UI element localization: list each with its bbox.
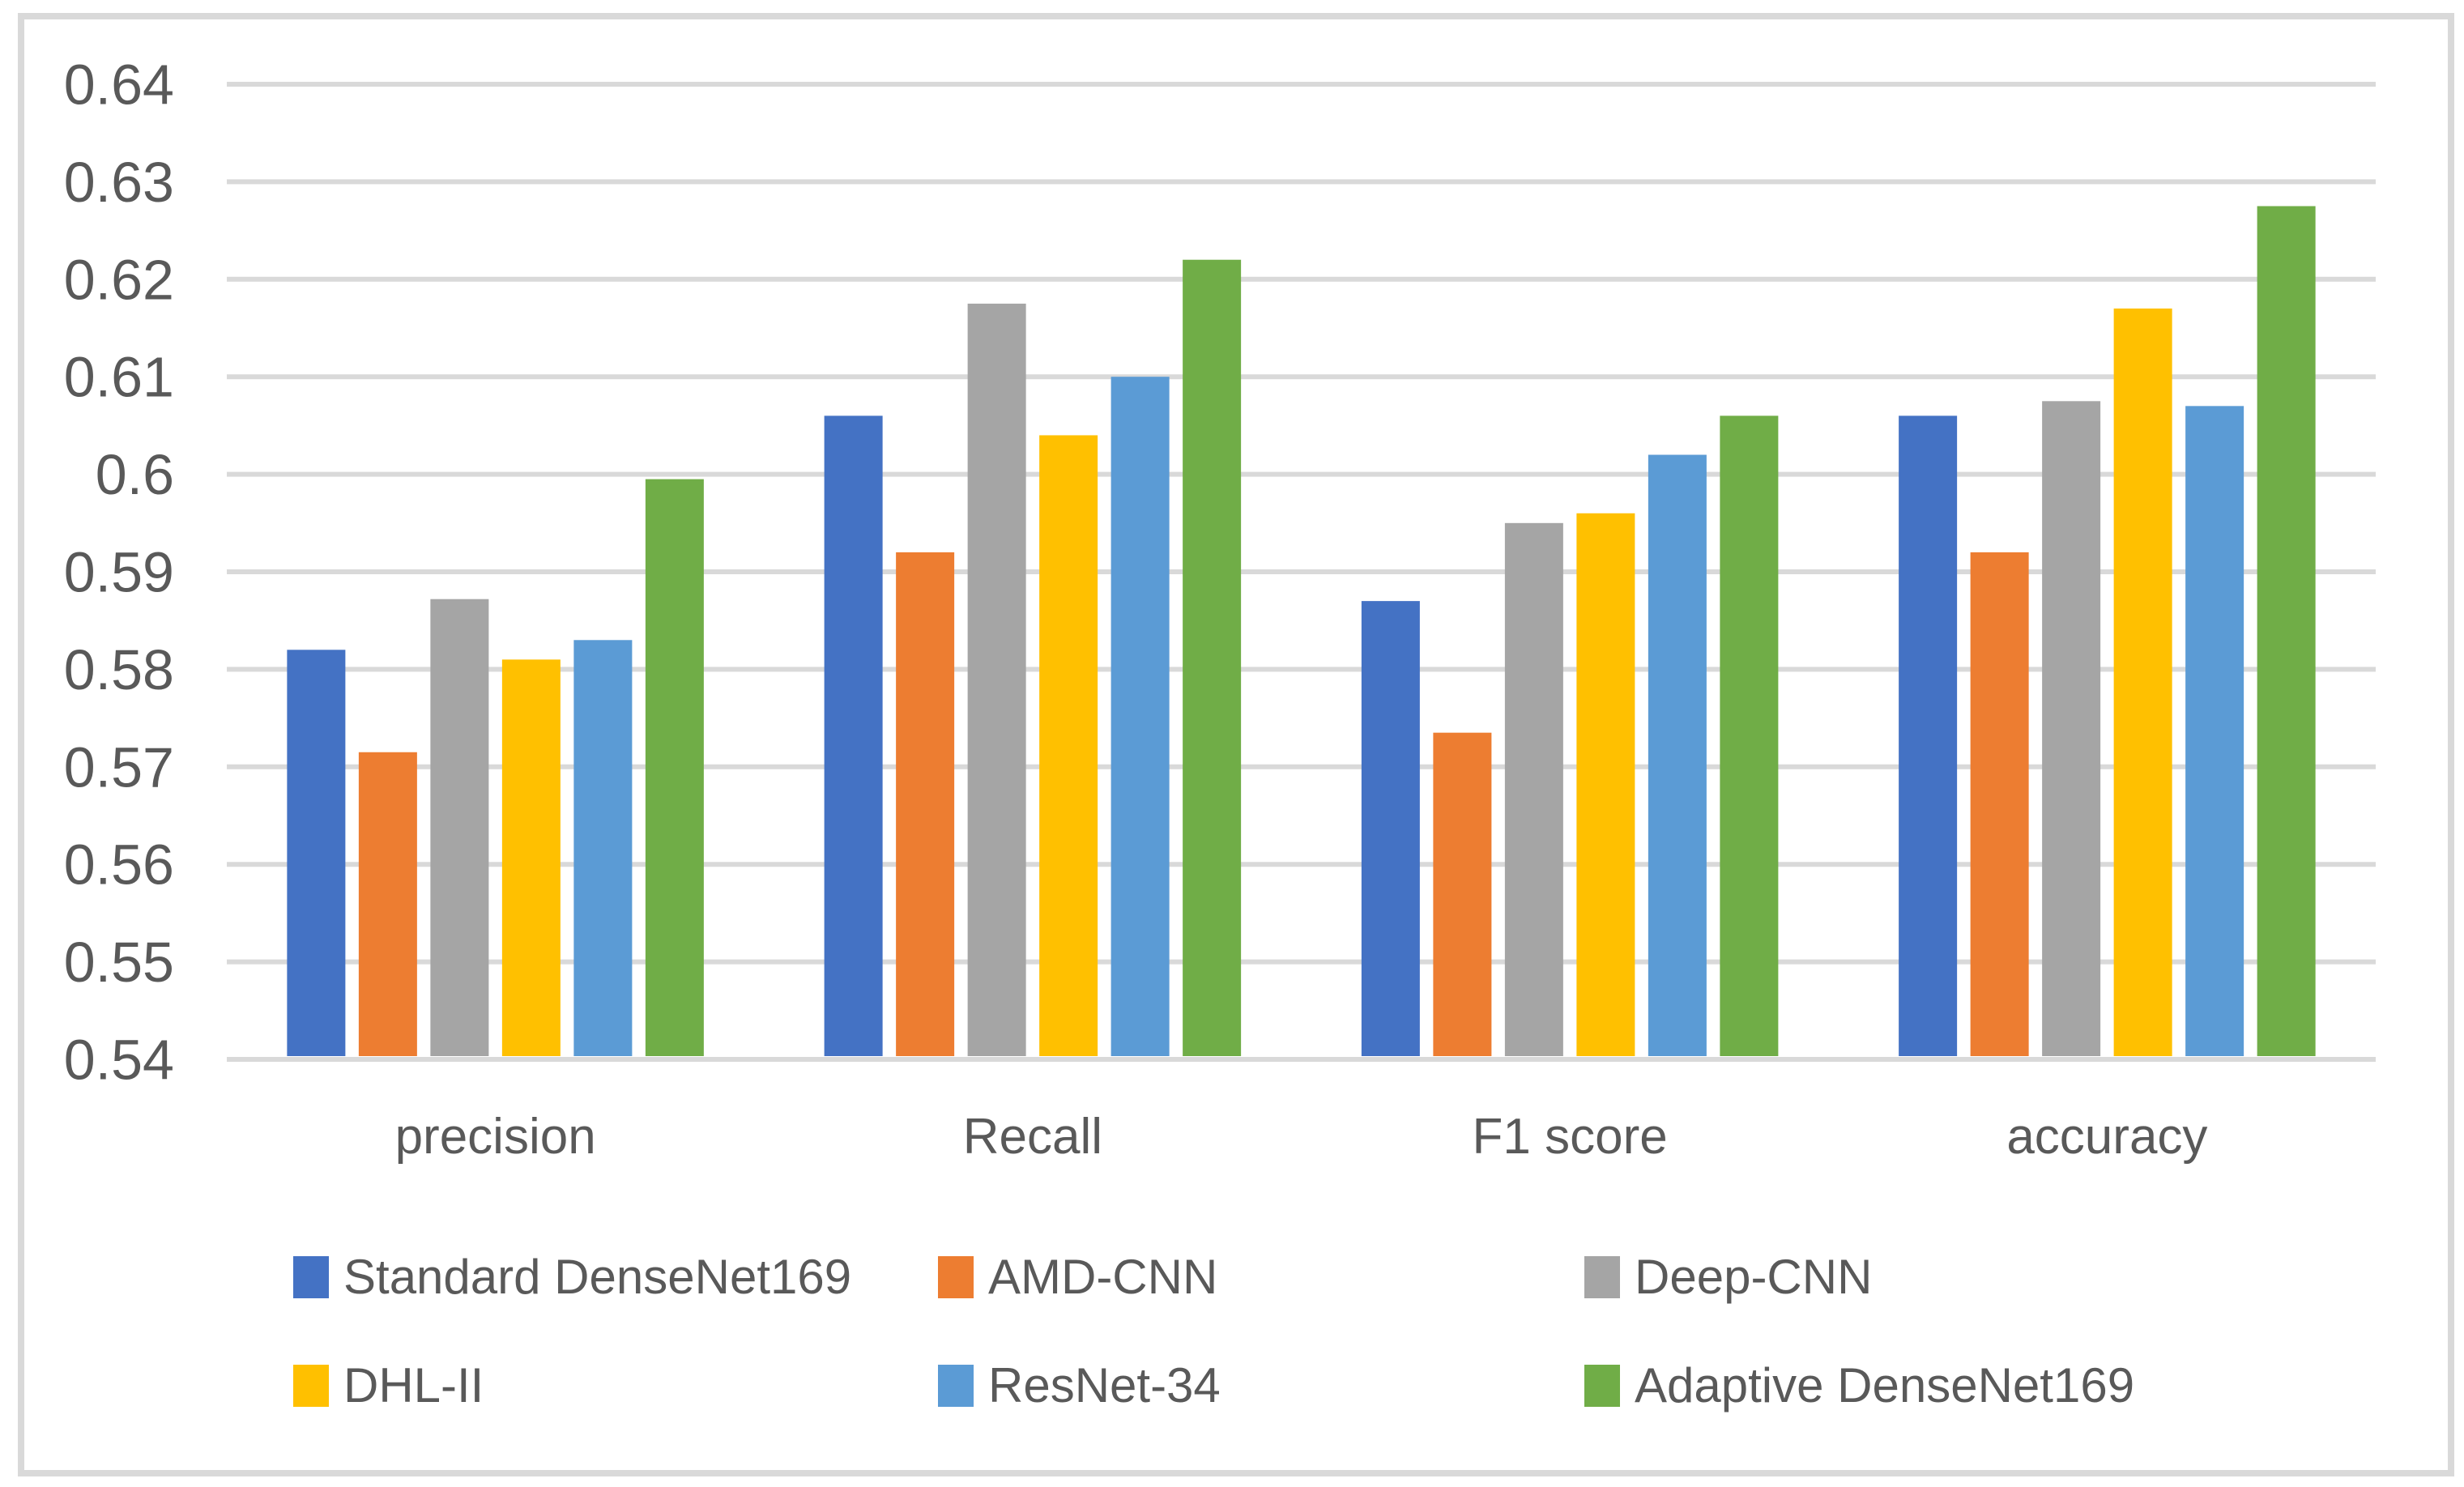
bar-standard-densenet169: [1361, 601, 1420, 1056]
bar-dhl-ii: [2113, 308, 2172, 1056]
legend-swatch-icon: [938, 1365, 974, 1407]
legend-item-label: DHL-II: [343, 1358, 484, 1412]
bar-resnet-34: [1111, 377, 1170, 1056]
legend-swatch-icon: [1584, 1365, 1620, 1407]
legend-swatch-icon: [938, 1256, 974, 1298]
y-tick-label: 0.56: [64, 833, 174, 897]
y-tick-label: 0.55: [64, 931, 174, 994]
bar-dhl-ii: [1039, 435, 1098, 1056]
y-tick-label: 0.62: [64, 248, 174, 311]
bar-standard-densenet169: [287, 650, 346, 1056]
bar-standard-densenet169: [1899, 415, 1958, 1056]
bar-amd-cnn: [896, 552, 955, 1056]
bar-deep-cnn: [430, 599, 489, 1056]
legend-item-label: ResNet-34: [988, 1358, 1221, 1412]
bar-adaptive-densenet169: [1720, 415, 1779, 1056]
y-tick-label: 0.59: [64, 541, 174, 604]
bar-deep-cnn: [1504, 522, 1563, 1056]
legend-item: DHL-II: [293, 1361, 484, 1410]
legend-item-label: Adaptive DenseNet169: [1635, 1358, 2135, 1412]
bar-amd-cnn: [358, 752, 417, 1056]
legend-swatch-icon: [293, 1256, 329, 1298]
x-category-label: precision: [395, 1109, 596, 1165]
bar-deep-cnn: [967, 303, 1026, 1056]
legend-item-label: Deep-CNN: [1635, 1250, 1873, 1304]
bar-deep-cnn: [2042, 401, 2101, 1056]
y-tick-label: 0.64: [64, 53, 174, 117]
bar-standard-densenet169: [824, 415, 883, 1056]
bar-adaptive-densenet169: [645, 479, 704, 1056]
legend-item: Deep-CNN: [1584, 1253, 1872, 1302]
bar-dhl-ii: [1576, 513, 1635, 1056]
bar-resnet-34: [573, 640, 633, 1056]
y-tick-label: 0.57: [64, 735, 174, 799]
y-tick-label: 0.58: [64, 638, 174, 701]
y-tick-label: 0.6: [96, 443, 174, 506]
x-category-label: accuracy: [2006, 1109, 2207, 1165]
bar-adaptive-densenet169: [1183, 259, 1242, 1057]
legend-item: AMD-CNN: [938, 1253, 1217, 1302]
legend-item-label: AMD-CNN: [988, 1250, 1218, 1304]
legend-item-label: Standard DenseNet169: [343, 1250, 852, 1304]
bar-resnet-34: [1648, 454, 1707, 1056]
bar-resnet-34: [2185, 406, 2244, 1056]
x-category-label: F1 score: [1473, 1109, 1668, 1165]
legend-item: ResNet-34: [938, 1361, 1221, 1410]
bar-dhl-ii: [501, 659, 561, 1056]
bar-amd-cnn: [1433, 732, 1492, 1056]
legend-item: Adaptive DenseNet169: [1584, 1361, 2134, 1410]
legend-item: Standard DenseNet169: [293, 1253, 851, 1302]
bar-adaptive-densenet169: [2257, 206, 2316, 1056]
legend-swatch-icon: [1584, 1256, 1620, 1298]
y-tick-label: 0.63: [64, 151, 174, 214]
bar-amd-cnn: [1970, 552, 2029, 1056]
y-tick-label: 0.54: [64, 1029, 174, 1092]
y-tick-label: 0.61: [64, 346, 174, 409]
x-category-label: Recall: [963, 1109, 1102, 1165]
legend-swatch-icon: [293, 1365, 329, 1407]
